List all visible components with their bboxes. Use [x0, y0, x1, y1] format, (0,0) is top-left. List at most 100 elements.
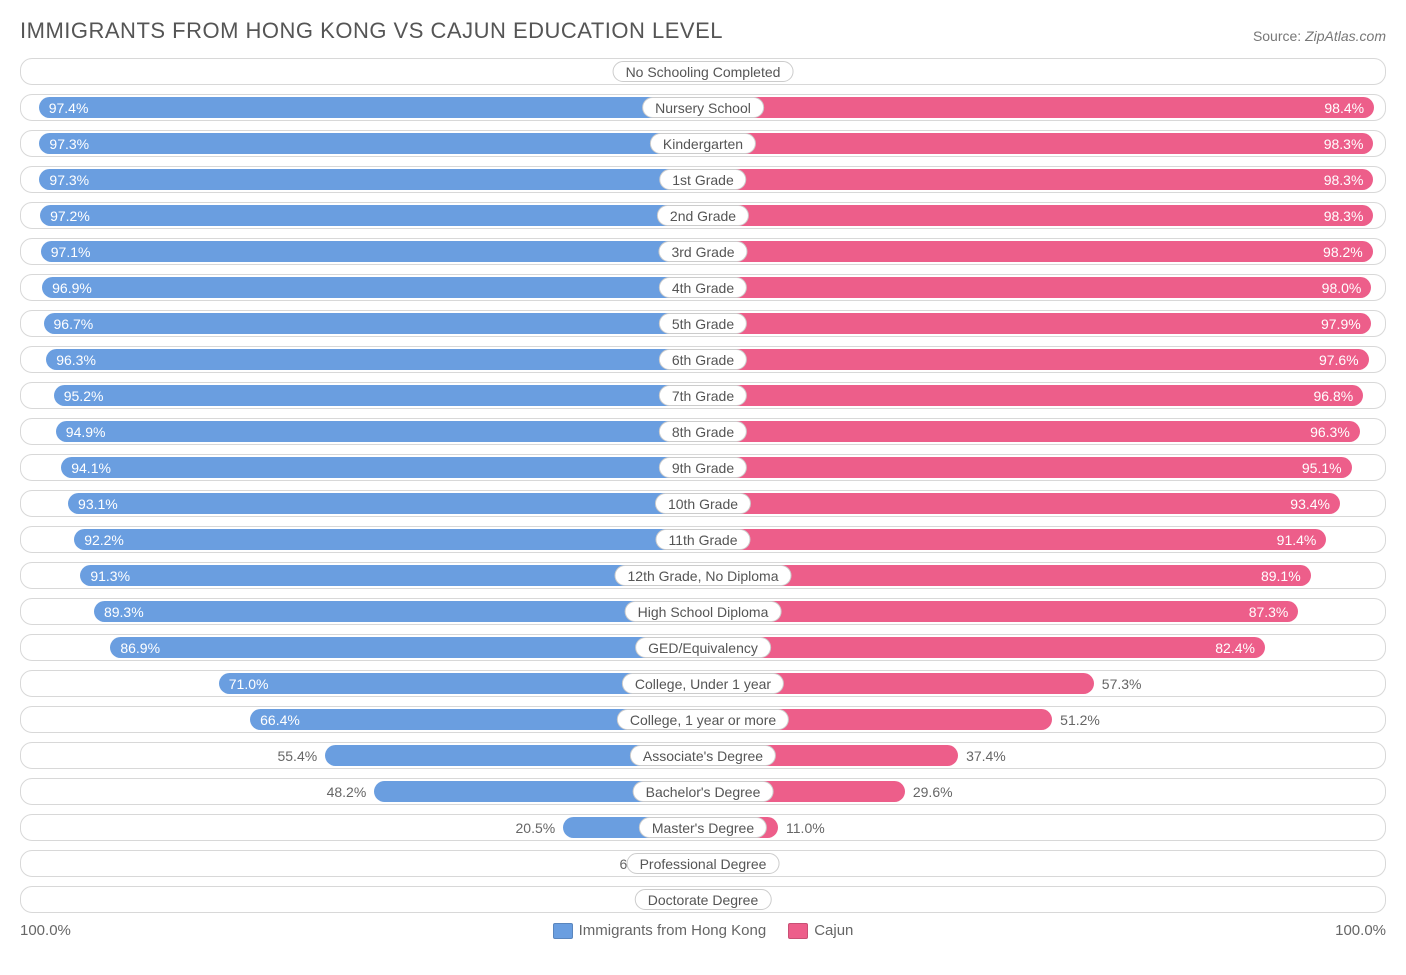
category-pill: 2nd Grade	[657, 205, 749, 226]
value-label-hk: 94.1%	[71, 455, 111, 480]
axis-left-max: 100.0%	[20, 922, 71, 939]
chart-row: 96.3%97.6%6th Grade	[20, 346, 1386, 373]
value-label-cajun: 98.4%	[1324, 95, 1364, 120]
value-label-cajun: 93.4%	[1290, 491, 1330, 516]
value-label-cajun: 97.6%	[1319, 347, 1359, 372]
value-label-hk: 97.3%	[49, 131, 89, 156]
value-label-hk: 96.9%	[52, 275, 92, 300]
bar-cajun	[703, 421, 1360, 442]
value-label-hk: 97.4%	[49, 95, 89, 120]
category-pill: 1st Grade	[659, 169, 746, 190]
value-label-cajun: 98.3%	[1324, 203, 1364, 228]
value-label-cajun: 96.3%	[1310, 419, 1350, 444]
chart-row: 94.1%95.1%9th Grade	[20, 454, 1386, 481]
bar-cajun	[703, 277, 1371, 298]
bar-hk	[41, 241, 703, 262]
bar-hk	[80, 565, 703, 586]
legend-swatch-hk	[553, 923, 573, 939]
chart-row: 97.2% 98.3% 2nd Grade	[20, 202, 1386, 229]
bar-hk	[40, 205, 703, 226]
chart-row: 71.0%57.3%College, Under 1 year	[20, 670, 1386, 697]
value-label-hk: 89.3%	[104, 599, 144, 624]
bar-hk	[54, 385, 703, 406]
legend-item-hk: Immigrants from Hong Kong	[553, 922, 767, 939]
value-label-cajun: 98.3%	[1324, 167, 1364, 192]
value-label-hk: 66.4%	[260, 707, 300, 732]
chart-row: 89.3%87.3%High School Diploma	[20, 598, 1386, 625]
category-pill: 4th Grade	[659, 277, 747, 298]
value-label-cajun: 29.6%	[913, 779, 953, 804]
chart-body: 2.7%1.7%No Schooling Completed 97.4% 98.4%…	[20, 58, 1386, 913]
bar-hk	[56, 421, 703, 442]
value-label-hk: 97.2%	[50, 203, 90, 228]
chart-row: 94.9% 96.3% 8th Grade	[20, 418, 1386, 445]
category-pill: Doctorate Degree	[635, 889, 772, 910]
chart-row: 55.4%37.4%Associate's Degree	[20, 742, 1386, 769]
bar-cajun	[703, 205, 1373, 226]
source-label: Source:	[1253, 28, 1305, 44]
value-label-cajun: 82.4%	[1215, 635, 1255, 660]
value-label-hk: 93.1%	[78, 491, 118, 516]
chart-row: 66.4%51.2%College, 1 year or more	[20, 706, 1386, 733]
chart-row: 97.3% 98.3% 1st Grade	[20, 166, 1386, 193]
value-label-cajun: 96.8%	[1313, 383, 1353, 408]
value-label-cajun: 51.2%	[1060, 707, 1100, 732]
value-label-cajun: 57.3%	[1102, 671, 1142, 696]
chart-row: 86.9% 82.4% GED/Equivalency	[20, 634, 1386, 661]
value-label-hk: 95.2%	[64, 383, 104, 408]
category-pill: Kindergarten	[650, 133, 756, 154]
bar-hk	[68, 493, 703, 514]
category-pill: High School Diploma	[625, 601, 782, 622]
value-label-hk: 97.3%	[49, 167, 89, 192]
value-label-cajun: 98.0%	[1322, 275, 1362, 300]
chart-footer: 100.0% Immigrants from Hong Kong Cajun 1…	[20, 922, 1386, 939]
bar-cajun	[703, 565, 1311, 586]
legend-item-cajun: Cajun	[788, 922, 853, 939]
chart-row: 97.4% 98.4% Nursery School	[20, 94, 1386, 121]
chart-title: IMMIGRANTS FROM HONG KONG VS CAJUN EDUCA…	[20, 18, 723, 44]
bar-cajun	[703, 601, 1298, 622]
value-label-hk: 97.1%	[51, 239, 91, 264]
category-pill: No Schooling Completed	[613, 61, 794, 82]
chart-row: 96.7%97.9%5th Grade	[20, 310, 1386, 337]
chart-row: 91.3%89.1%12th Grade, No Diploma	[20, 562, 1386, 589]
bar-cajun	[703, 529, 1326, 550]
chart-row: 93.1%93.4%10th Grade	[20, 490, 1386, 517]
bar-cajun	[703, 493, 1340, 514]
value-label-cajun: 91.4%	[1277, 527, 1317, 552]
bar-hk	[39, 133, 703, 154]
bar-cajun	[703, 169, 1373, 190]
legend-swatch-cajun	[788, 923, 808, 939]
chart-row: 20.5%11.0%Master's Degree	[20, 814, 1386, 841]
bar-cajun	[703, 349, 1369, 370]
bar-hk	[44, 313, 703, 334]
category-pill: Bachelor's Degree	[633, 781, 774, 802]
value-label-cajun: 98.2%	[1323, 239, 1363, 264]
category-pill: Associate's Degree	[630, 745, 776, 766]
value-label-cajun: 98.3%	[1324, 131, 1364, 156]
chart-row: 48.2% 29.6% Bachelor's Degree	[20, 778, 1386, 805]
value-label-hk: 94.9%	[66, 419, 106, 444]
bar-hk	[39, 97, 703, 118]
chart-row: 2.7%1.7%No Schooling Completed	[20, 58, 1386, 85]
value-label-hk: 92.2%	[84, 527, 124, 552]
chart-row: 95.2%96.8%7th Grade	[20, 382, 1386, 409]
value-label-hk: 86.9%	[120, 635, 160, 660]
chart-row: 92.2%91.4%11th Grade	[20, 526, 1386, 553]
bar-hk	[74, 529, 703, 550]
category-pill: Nursery School	[642, 97, 764, 118]
bar-cajun	[703, 637, 1265, 658]
category-pill: 12th Grade, No Diploma	[615, 565, 792, 586]
bar-cajun	[703, 313, 1371, 334]
chart-row: 96.9% 98.0% 4th Grade	[20, 274, 1386, 301]
value-label-hk: 96.7%	[54, 311, 94, 336]
bar-cajun	[703, 457, 1352, 478]
category-pill: Master's Degree	[639, 817, 767, 838]
chart-row: 97.3% 98.3% Kindergarten	[20, 130, 1386, 157]
bar-hk	[46, 349, 703, 370]
category-pill: 8th Grade	[659, 421, 747, 442]
value-label-hk: 48.2%	[327, 779, 367, 804]
bar-hk	[110, 637, 703, 658]
bar-cajun	[703, 241, 1373, 262]
category-pill: GED/Equivalency	[635, 637, 771, 658]
